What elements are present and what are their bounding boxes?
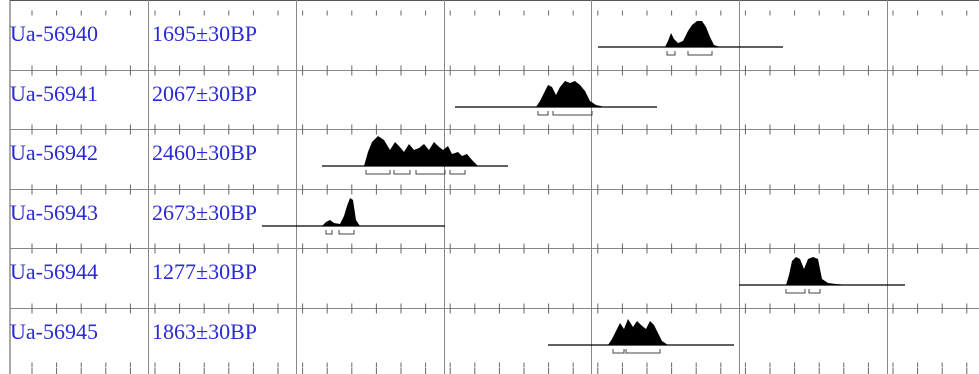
probability-distribution-2 bbox=[322, 136, 508, 166]
range-bracket-0-1 bbox=[687, 51, 713, 56]
sample-lab-id[interactable]: Ua-56940 bbox=[10, 21, 98, 46]
range-bracket-2-3 bbox=[449, 170, 466, 175]
range-bracket-2-0 bbox=[365, 170, 391, 175]
sample-lab-id[interactable]: Ua-56941 bbox=[10, 81, 98, 106]
range-bracket-3-1 bbox=[338, 230, 355, 235]
range-bracket-1-0 bbox=[537, 111, 549, 116]
range-bracket-4-1 bbox=[808, 289, 821, 294]
range-bracket-1-1 bbox=[552, 111, 593, 116]
probability-distribution-3 bbox=[262, 198, 445, 226]
range-bracket-5-0 bbox=[612, 349, 625, 354]
range-bracket-2-1 bbox=[393, 170, 411, 175]
grid-lines bbox=[9, 0, 979, 374]
sample-age[interactable]: 1277±30BP bbox=[152, 259, 257, 284]
sample-lab-id[interactable]: Ua-56944 bbox=[10, 259, 98, 284]
sample-age[interactable]: 2067±30BP bbox=[152, 81, 257, 106]
probability-distribution-0 bbox=[598, 21, 783, 47]
distributions bbox=[262, 21, 905, 354]
range-bracket-0-0 bbox=[666, 51, 676, 56]
sample-age[interactable]: 2460±30BP bbox=[152, 140, 257, 165]
sample-lab-id[interactable]: Ua-56942 bbox=[10, 140, 98, 165]
probability-distribution-4 bbox=[739, 257, 905, 285]
sample-age[interactable]: 1863±30BP bbox=[152, 319, 257, 344]
range-bracket-4-0 bbox=[785, 289, 806, 294]
sample-age[interactable]: 1695±30BP bbox=[152, 21, 257, 46]
probability-distribution-5 bbox=[548, 319, 734, 345]
range-bracket-5-1 bbox=[625, 349, 661, 354]
sample-lab-id[interactable]: Ua-56945 bbox=[10, 319, 98, 344]
probability-distribution-1 bbox=[455, 81, 657, 107]
sample-lab-id[interactable]: Ua-56943 bbox=[10, 200, 98, 225]
range-bracket-2-2 bbox=[415, 170, 446, 175]
range-bracket-3-0 bbox=[325, 230, 333, 235]
sample-age[interactable]: 2673±30BP bbox=[152, 200, 257, 225]
